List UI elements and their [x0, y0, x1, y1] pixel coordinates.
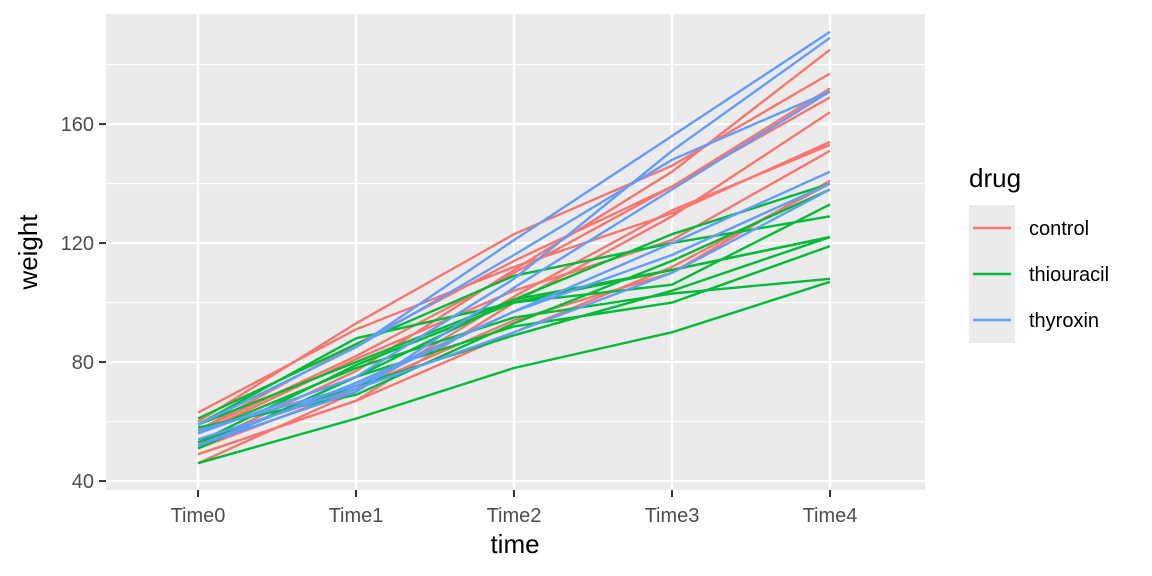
series-line-thiouracil-7 [197, 277, 831, 435]
series-line-thyroxin-2 [197, 188, 831, 441]
series-line-thiouracil-9 [197, 280, 831, 465]
y-axis-title: weight [13, 214, 43, 291]
y-tick-label: 120 [61, 233, 94, 255]
series-line-thyroxin-6 [197, 182, 831, 447]
y-axis: 40 80 120 160 [61, 114, 106, 493]
legend-label-control: control [1029, 218, 1089, 240]
x-axis-title: time [490, 529, 539, 559]
legend-label-thyroxin: thyroxin [1029, 310, 1099, 332]
x-tick-label: Time0 [171, 505, 226, 527]
series-line-thyroxin-7 [197, 90, 831, 447]
y-tick-label: 80 [72, 352, 94, 374]
series-line-control-8 [197, 140, 831, 414]
legend-title: drug [969, 163, 1021, 193]
x-tick-label: Time1 [329, 505, 384, 527]
x-tick-label: Time2 [487, 505, 542, 527]
series-lines [197, 30, 831, 465]
major-gridlines [106, 14, 925, 490]
series-line-thiouracil-1 [197, 215, 831, 420]
y-tick-label: 160 [61, 114, 94, 136]
series-line-thiouracil-4 [197, 235, 831, 426]
x-tick-label: Time4 [803, 505, 858, 527]
series-line-thyroxin-4 [197, 90, 831, 426]
y-tick-label: 40 [72, 471, 94, 493]
legend: drug control thiouracil thyroxin [969, 163, 1109, 343]
legend-label-thiouracil: thiouracil [1029, 264, 1109, 286]
x-tick-label: Time3 [645, 505, 700, 527]
x-axis: Time0 Time1 Time2 Time3 Time4 [171, 490, 858, 527]
series-line-thyroxin-3 [197, 36, 831, 435]
